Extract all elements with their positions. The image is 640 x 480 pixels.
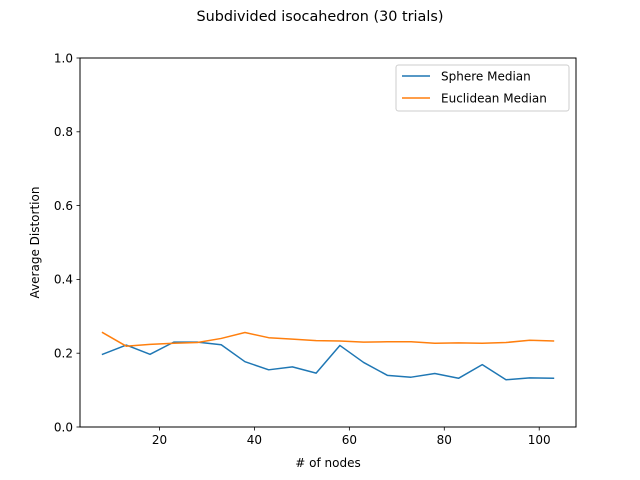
y-tick-label: 0.6 [54, 199, 73, 213]
ticks-layer: 20 40 60 80 100 0.0 0.2 0.4 0.6 0.8 1.0 [54, 51, 551, 447]
y-tick-label: 0.4 [54, 273, 73, 287]
legend: Sphere Median Euclidean Median [395, 64, 570, 112]
chart-title: Subdivided isocahedron (30 trials) [197, 9, 444, 25]
x-tick-label: 60 [342, 433, 357, 447]
series-line-1 [101, 331, 555, 347]
x-tick-label: 20 [152, 433, 167, 447]
x-tick-label: 80 [437, 433, 452, 447]
series-layer [101, 331, 555, 381]
x-tick-label: 40 [247, 433, 262, 447]
y-tick-label: 0.2 [54, 347, 73, 361]
y-tick-label: 0.8 [54, 125, 73, 139]
series-line-0 [101, 341, 555, 381]
y-tick-label: 1.0 [54, 51, 73, 65]
x-tick-label: 100 [528, 433, 551, 447]
legend-label: Euclidean Median [441, 91, 547, 105]
axes-frame [79, 57, 577, 428]
x-axis-title: # of nodes [295, 456, 360, 470]
y-tick-label: 0.0 [54, 420, 73, 434]
legend-box [395, 64, 570, 112]
legend-label: Sphere Median [441, 69, 531, 83]
y-axis-title: Average Distortion [28, 187, 42, 299]
